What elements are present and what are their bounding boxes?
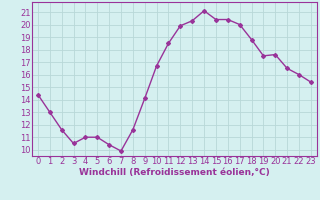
- X-axis label: Windchill (Refroidissement éolien,°C): Windchill (Refroidissement éolien,°C): [79, 168, 270, 177]
